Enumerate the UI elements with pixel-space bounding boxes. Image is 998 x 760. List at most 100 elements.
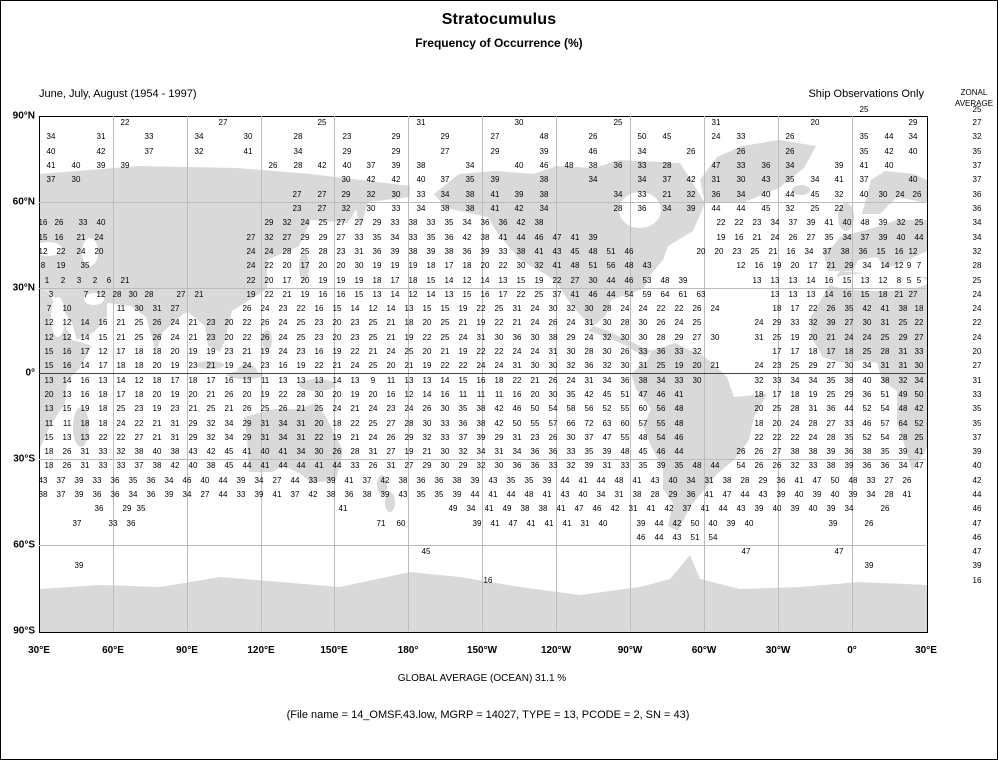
grid-value: 34 [602, 376, 612, 385]
grid-value: 13 [770, 276, 780, 285]
grid-value: 41 [859, 161, 869, 170]
grid-value: 32 [566, 304, 576, 313]
grid-value: 25 [862, 347, 872, 356]
grid-value: 41 [260, 461, 270, 470]
grid-value: 39 [844, 461, 854, 470]
grid-value: 26 [785, 147, 795, 156]
grid-value: 16 [476, 376, 486, 385]
grid-value: 21 [368, 347, 378, 356]
grid-value: 43 [552, 247, 562, 256]
grid-value: 30 [516, 261, 526, 270]
grid-value: 28 [293, 132, 303, 141]
grid-value: 30 [243, 132, 253, 141]
grid-value: 42 [366, 175, 376, 184]
grid-value: 26 [62, 447, 72, 456]
grid-value: 20 [152, 361, 162, 370]
grid-value: 16 [224, 376, 234, 385]
grid-value: 35 [444, 218, 454, 227]
grid-value: 39 [790, 504, 800, 513]
grid-value: 39 [480, 247, 490, 256]
grid-value: 39 [236, 476, 246, 485]
lon-tick-label: 30°E [28, 645, 50, 656]
grid-value: 40 [416, 175, 426, 184]
grid-value: 33 [78, 218, 88, 227]
grid-value: 33 [736, 132, 746, 141]
grid-value: 30 [366, 204, 376, 213]
grid-value: 29 [566, 333, 576, 342]
grid-value: 19 [56, 261, 66, 270]
grid-value: 30 [548, 304, 558, 313]
grid-value: 18 [152, 347, 162, 356]
grid-value: 21 [224, 404, 234, 413]
grid-value: 30 [391, 190, 401, 199]
grid-value: 34 [686, 476, 696, 485]
grid-value: 13 [498, 276, 508, 285]
grid-value: 30 [494, 461, 504, 470]
grid-value: 39 [391, 161, 401, 170]
grid-value: 38 [538, 504, 548, 513]
grid-value: 21 [440, 347, 450, 356]
grid-value: 26 [332, 447, 342, 456]
grid-value: 27 [354, 218, 364, 227]
grid-value: 47 [914, 461, 924, 470]
grid-value: 37 [46, 175, 56, 184]
grid-value: 32 [896, 218, 906, 227]
grid-value: 24 [264, 247, 274, 256]
grid-value: 25 [826, 390, 836, 399]
grid-value: 47 [711, 161, 721, 170]
grid-value: 36 [512, 333, 522, 342]
grid-value: 31 [368, 447, 378, 456]
grid-value: 34 [293, 147, 303, 156]
grid-value: 44 [711, 204, 721, 213]
grid-value: 39 [776, 490, 786, 499]
grid-value: 23 [134, 404, 144, 413]
grid-value: 17 [206, 376, 216, 385]
grid-value: 20 [754, 404, 764, 413]
grid-value: 44 [718, 504, 728, 513]
grid-value: 13 [404, 376, 414, 385]
grid-value: 20 [530, 390, 540, 399]
grid-value: 41 [490, 519, 500, 528]
grid-value: 20 [44, 390, 54, 399]
grid-value: 33 [236, 490, 246, 499]
grid-value: 44 [218, 490, 228, 499]
grid-value: 32 [686, 190, 696, 199]
grid-value: 30 [844, 361, 854, 370]
zonal-header-line2: AVERAGE [954, 99, 994, 108]
grid-value: 19 [354, 276, 364, 285]
grid-value: 25 [898, 318, 908, 327]
grid-value: 30 [514, 118, 524, 127]
grid-value: 3 [48, 290, 54, 299]
grid-value: 26 [880, 504, 890, 513]
grid-value: 19 [458, 347, 468, 356]
grid-value: 15 [426, 276, 436, 285]
grid-value: 28 [740, 476, 750, 485]
grid-value: 38 [408, 247, 418, 256]
zonal-average-value: 37 [972, 161, 982, 170]
grid-value: 25 [314, 404, 324, 413]
grid-value: 37 [682, 504, 692, 513]
grid-value: 36 [458, 419, 468, 428]
grid-value: 14 [426, 290, 436, 299]
grid-value: 32 [116, 447, 126, 456]
grid-line-horizontal [39, 202, 926, 203]
grid-value: 28 [282, 247, 292, 256]
grid-value: 30 [638, 318, 648, 327]
grid-value: 25 [296, 318, 306, 327]
grid-value: 27 [826, 419, 836, 428]
grid-value: 44 [296, 461, 306, 470]
grid-value: 60 [620, 419, 630, 428]
grid-value: 39 [826, 447, 836, 456]
grid-value: 32 [366, 190, 376, 199]
zonal-average-value: 47 [972, 519, 982, 528]
grid-value: 39 [834, 161, 844, 170]
grid-value: 33 [638, 347, 648, 356]
grid-value: 1 [44, 276, 50, 285]
grid-value: 38 [465, 204, 475, 213]
grid-value: 42 [462, 233, 472, 242]
grid-value: 21 [282, 290, 292, 299]
grid-value: 17 [116, 390, 126, 399]
grid-value: 13 [788, 276, 798, 285]
grid-value: 30 [588, 276, 598, 285]
grid-value: 55 [530, 419, 540, 428]
